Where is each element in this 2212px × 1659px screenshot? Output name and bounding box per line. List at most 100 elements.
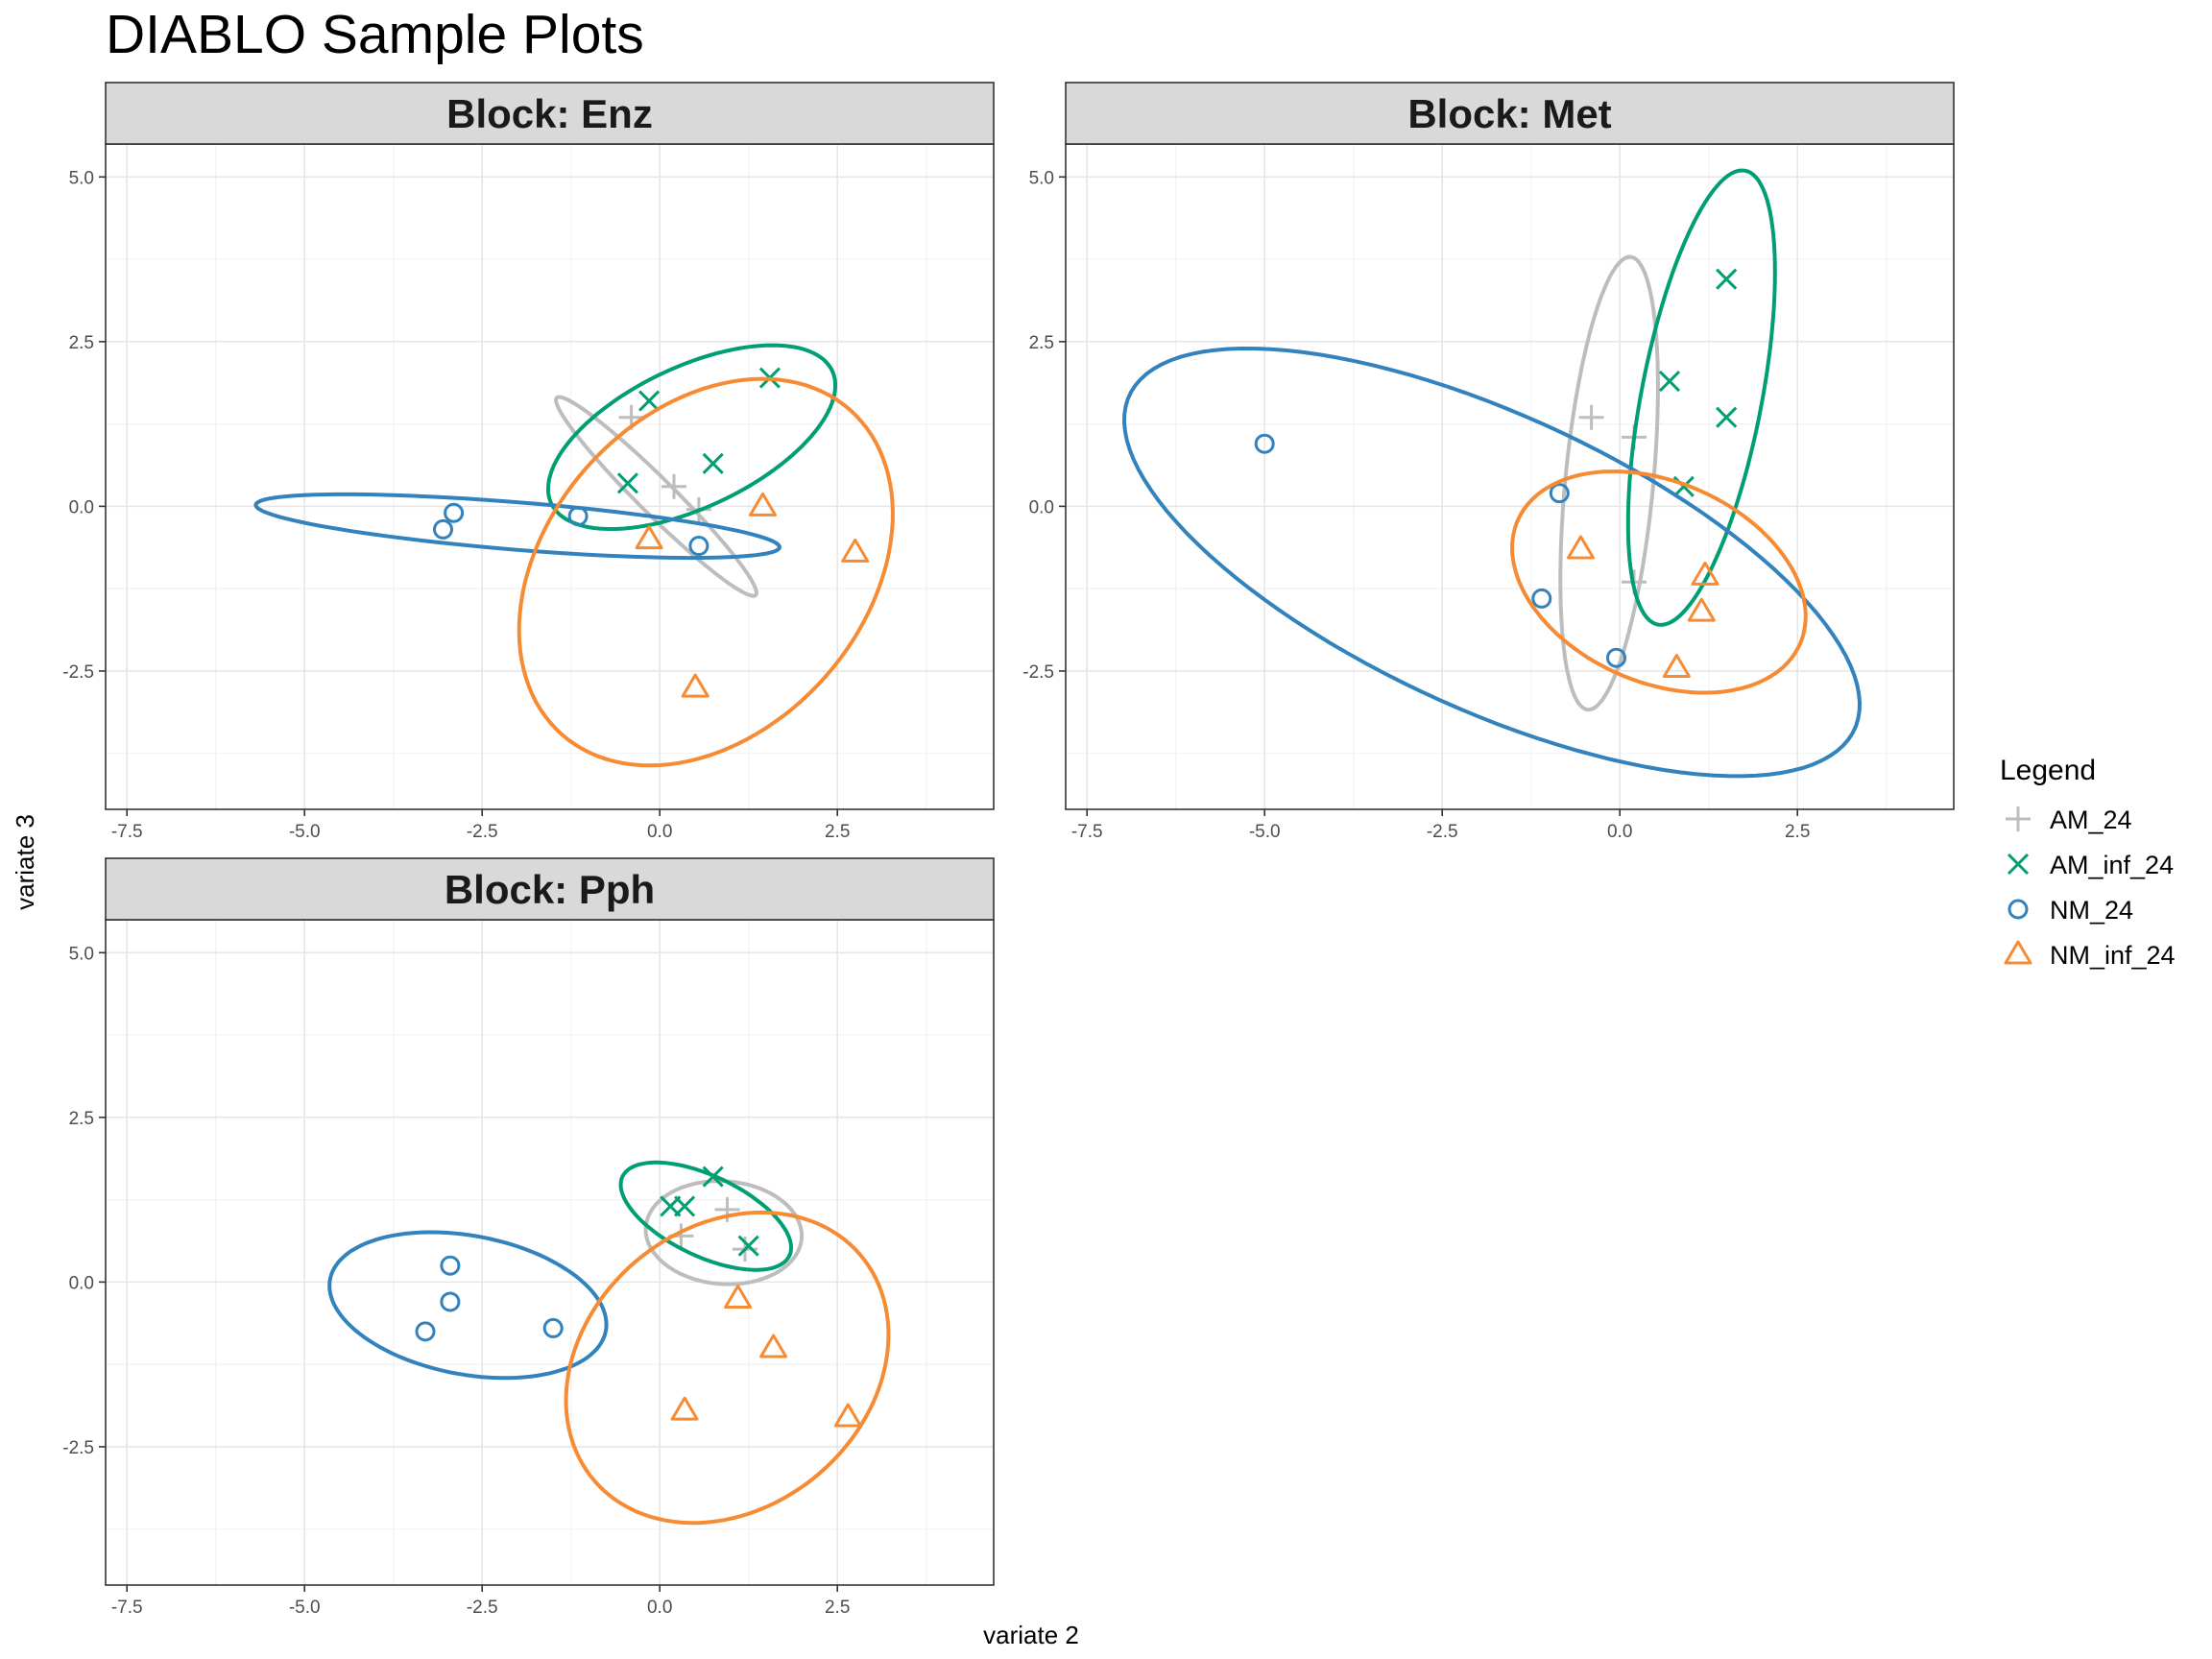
data-point bbox=[1606, 647, 1626, 668]
confidence-ellipse bbox=[618, 1160, 793, 1272]
data-point bbox=[1687, 597, 1716, 622]
data-point bbox=[1691, 561, 1719, 586]
grid bbox=[106, 144, 994, 809]
cross-icon bbox=[2007, 853, 2030, 876]
x-tick-label: -7.5 bbox=[111, 822, 143, 842]
data-point bbox=[1716, 268, 1738, 290]
confidence-ellipse bbox=[517, 376, 895, 768]
panel-title: Block: Met bbox=[1407, 91, 1611, 136]
confidence-ellipse bbox=[327, 1230, 609, 1381]
data-point bbox=[661, 473, 686, 499]
y-tick-label: 2.5 bbox=[69, 333, 94, 353]
legend-item-am-inf-24: AM_inf_24 bbox=[2007, 851, 2174, 879]
data-point bbox=[1549, 483, 1570, 504]
legend-label: NM_inf_24 bbox=[2050, 941, 2176, 970]
series-nm-inf-24 bbox=[1509, 469, 1808, 695]
data-point bbox=[1658, 370, 1681, 393]
data-point bbox=[688, 536, 709, 557]
x-tick-label: -5.0 bbox=[289, 1598, 321, 1618]
data-layer bbox=[327, 1160, 891, 1526]
data-point bbox=[444, 502, 465, 523]
axis-ticks: -7.5 -5.0 -2.5 0.0 2.5 -2.5 0.0 2.5 5.0 bbox=[62, 944, 850, 1618]
y-tick-label: -2.5 bbox=[62, 1438, 94, 1458]
series-nm-inf-24 bbox=[564, 1210, 891, 1526]
data-point bbox=[1254, 433, 1275, 454]
panel-block-met: Block: Met -7.5 -5.0 -2.5 0.0 2.5 -2.5 0.0 2.5 5.… bbox=[1022, 82, 1955, 842]
confidence-ellipse bbox=[1121, 346, 1863, 779]
y-tick-label: 2.5 bbox=[1029, 333, 1054, 353]
strip-background bbox=[105, 82, 995, 145]
legend-item-am-24: AM_24 bbox=[2006, 805, 2132, 834]
series-nm-24 bbox=[1121, 346, 1863, 779]
x-axis-title: variate 2 bbox=[983, 1621, 1079, 1649]
data-point bbox=[674, 1195, 696, 1217]
legend-label: AM_24 bbox=[2050, 805, 2132, 834]
data-point bbox=[567, 506, 589, 527]
confidence-ellipse bbox=[253, 492, 782, 561]
x-tick-label: -7.5 bbox=[1071, 822, 1103, 842]
legend: Legend AM_24 AM_inf_24 NM_24 NM_inf_24 bbox=[2000, 755, 2176, 970]
grid bbox=[1066, 144, 1954, 809]
data-point bbox=[1716, 406, 1738, 428]
x-tick-label: -5.0 bbox=[1249, 822, 1281, 842]
data-point bbox=[542, 1317, 564, 1338]
data-layer bbox=[1121, 168, 1863, 779]
y-tick-label: -2.5 bbox=[62, 662, 94, 683]
circle-icon bbox=[2008, 899, 2029, 920]
y-tick-label: 0.0 bbox=[69, 1273, 94, 1293]
data-point bbox=[440, 1255, 461, 1276]
confidence-ellipse bbox=[564, 1210, 891, 1526]
data-point bbox=[616, 472, 638, 494]
y-tick-label: -2.5 bbox=[1022, 662, 1054, 683]
strip-background bbox=[105, 857, 995, 921]
legend-item-nm-inf-24: NM_inf_24 bbox=[2004, 940, 2176, 970]
plot-area bbox=[1066, 144, 1954, 809]
data-point bbox=[759, 1334, 788, 1358]
y-tick-label: 5.0 bbox=[69, 944, 94, 964]
panel-block-pph: Block: Pph -7.5 -5.0 -2.5 0.0 2.5 -2.5 0.0 2.5 5.… bbox=[62, 857, 995, 1618]
y-tick-label: 0.0 bbox=[1029, 497, 1054, 517]
y-tick-label: 2.5 bbox=[69, 1109, 94, 1129]
data-point bbox=[1662, 653, 1691, 678]
x-tick-label: -7.5 bbox=[111, 1598, 143, 1618]
data-point bbox=[433, 518, 453, 540]
x-tick-label: 0.0 bbox=[647, 822, 672, 842]
plot-area bbox=[106, 920, 994, 1585]
series-nm-24 bbox=[253, 492, 782, 561]
data-point bbox=[737, 1235, 759, 1257]
data-layer bbox=[253, 343, 895, 768]
grid bbox=[106, 920, 994, 1585]
data-point bbox=[841, 538, 870, 563]
x-tick-label: 0.0 bbox=[647, 1598, 672, 1618]
panel-title: Block: Pph bbox=[445, 867, 655, 912]
series-am-inf-24 bbox=[618, 1160, 793, 1272]
legend-label: AM_inf_24 bbox=[2050, 851, 2174, 879]
data-point bbox=[635, 525, 663, 550]
y-tick-label: 0.0 bbox=[69, 497, 94, 517]
x-tick-label: -2.5 bbox=[467, 822, 498, 842]
data-point bbox=[670, 1396, 699, 1421]
data-point bbox=[415, 1321, 436, 1342]
x-tick-label: -5.0 bbox=[289, 822, 321, 842]
confidence-ellipse bbox=[1509, 469, 1808, 695]
x-tick-label: 2.5 bbox=[1785, 822, 1810, 842]
data-point bbox=[749, 492, 777, 517]
data-point bbox=[1578, 404, 1604, 430]
legend-item-nm-24: NM_24 bbox=[2008, 896, 2133, 925]
data-point bbox=[440, 1291, 461, 1312]
data-point bbox=[1531, 588, 1552, 609]
axis-ticks: -7.5 -5.0 -2.5 0.0 2.5 -2.5 0.0 2.5 5.0 bbox=[62, 168, 850, 842]
data-point bbox=[702, 1166, 724, 1188]
y-tick-label: 5.0 bbox=[1029, 168, 1054, 188]
x-tick-label: -2.5 bbox=[467, 1598, 498, 1618]
x-tick-label: 0.0 bbox=[1607, 822, 1632, 842]
x-tick-label: 2.5 bbox=[825, 822, 850, 842]
legend-label: NM_24 bbox=[2050, 896, 2133, 925]
x-tick-label: 2.5 bbox=[825, 1598, 850, 1618]
data-point bbox=[724, 1285, 753, 1310]
data-point bbox=[833, 1403, 862, 1428]
data-point bbox=[681, 673, 709, 698]
series-nm-24 bbox=[327, 1230, 609, 1381]
panel-block-enz: Block: Enz -7.5 -5.0 -2.5 0.0 2.5 -2.5 0.0 2.5 5.… bbox=[62, 82, 995, 842]
